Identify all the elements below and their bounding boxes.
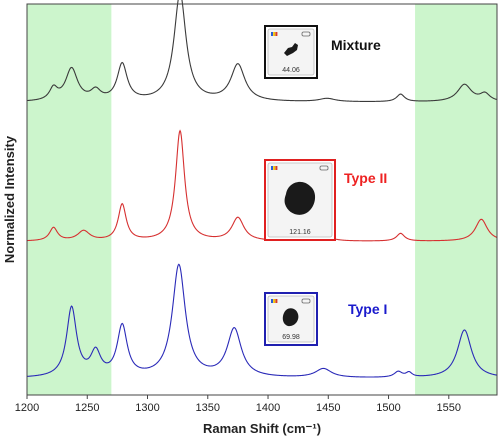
- x-tick-label-1400: 1400: [256, 402, 280, 414]
- spectrum-mixture: [26, 0, 498, 102]
- battery-icon: [301, 298, 311, 304]
- x-tick-label-1200: 1200: [15, 402, 39, 414]
- x-tick-label-1300: 1300: [135, 402, 159, 414]
- color-bar-icon: [275, 32, 278, 36]
- series-label: Mixture: [331, 37, 381, 53]
- y-axis-title: Normalized Intensity: [2, 135, 17, 263]
- color-bar-icon: [273, 299, 276, 303]
- particle-image-icon: [284, 43, 298, 56]
- inset-value: 69.98: [282, 334, 300, 341]
- spectrum-type-i: [26, 263, 498, 378]
- shaded-region-2: [415, 4, 497, 395]
- x-tick-label-1350: 1350: [196, 402, 220, 414]
- plot-frame: [26, 3, 498, 396]
- x-tick-label-1250: 1250: [75, 402, 99, 414]
- series-label: Type II: [344, 170, 387, 186]
- color-bar-icon: [275, 166, 278, 170]
- color-bar-icon: [271, 32, 273, 36]
- particle-image-icon: [282, 308, 299, 327]
- inset-type-ii: 121.16: [264, 159, 336, 241]
- series-label: Type I: [348, 301, 387, 317]
- color-bar-icon: [271, 299, 273, 303]
- battery-icon: [319, 165, 329, 171]
- x-tick-label-1450: 1450: [316, 402, 340, 414]
- inset-type-i: 69.98: [264, 292, 318, 346]
- particle-image-icon: [284, 181, 316, 215]
- inset-value: 121.16: [289, 229, 311, 236]
- x-axis-title: Raman Shift (cm⁻¹): [203, 421, 321, 436]
- spectrum-type-ii: [26, 129, 498, 242]
- x-tick-label-1550: 1550: [437, 402, 461, 414]
- inset-mixture: 44.06: [264, 25, 318, 79]
- x-tick-label-1500: 1500: [376, 402, 400, 414]
- inset-value: 44.06: [282, 67, 300, 74]
- color-bar-icon: [273, 32, 276, 36]
- color-bar-icon: [271, 166, 273, 170]
- battery-icon: [301, 31, 311, 37]
- shaded-region-1: [27, 4, 112, 395]
- color-bar-icon: [275, 299, 278, 303]
- color-bar-icon: [273, 166, 276, 170]
